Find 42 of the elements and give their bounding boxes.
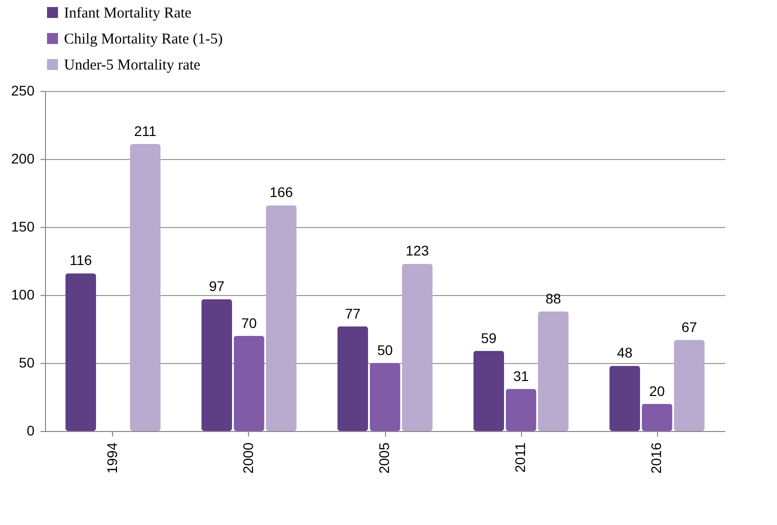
legend-label: Infant Mortality Rate [64,6,192,22]
data-label: 166 [270,184,294,200]
x-tick-label: 2016 [648,442,664,474]
x-tick-label: 2011 [512,442,528,473]
data-label: 31 [513,368,529,384]
x-tick-label: 2005 [376,442,392,474]
data-label: 97 [208,278,225,294]
x-tick-label: 1994 [104,442,120,474]
data-label: 50 [377,342,393,358]
y-tick-label: 250 [11,82,35,98]
data-label: 211 [134,123,157,140]
y-tick-label: 150 [11,218,35,234]
bar [65,273,96,431]
legend-label: Under-5 Mortality rate [64,58,201,74]
data-label: 123 [406,242,430,259]
bar [337,326,368,431]
bar [506,388,536,431]
y-tick-label: 200 [11,150,35,166]
bar [674,340,705,431]
data-label: 116 [70,252,92,268]
bar [370,363,400,431]
bar [201,299,232,431]
bar [473,350,504,431]
bar [538,311,569,431]
y-tick-label: 100 [11,286,35,302]
y-tick-label: 0 [26,422,35,438]
data-label: 48 [616,344,633,361]
legend-label: Chilg Mortality Rate (1-5) [64,32,223,48]
bar [609,366,640,431]
data-label: 59 [480,330,497,346]
bar [642,404,672,431]
bar [402,264,433,431]
data-label: 70 [241,314,257,331]
data-label: 67 [681,318,698,335]
data-label: 20 [649,382,665,399]
y-tick-label: 50 [18,354,35,370]
bar [234,336,264,431]
bar [266,205,297,431]
data-label: 88 [545,290,562,306]
data-label: 77 [344,305,361,322]
x-tick-label: 2000 [240,442,256,474]
bar [130,144,161,431]
